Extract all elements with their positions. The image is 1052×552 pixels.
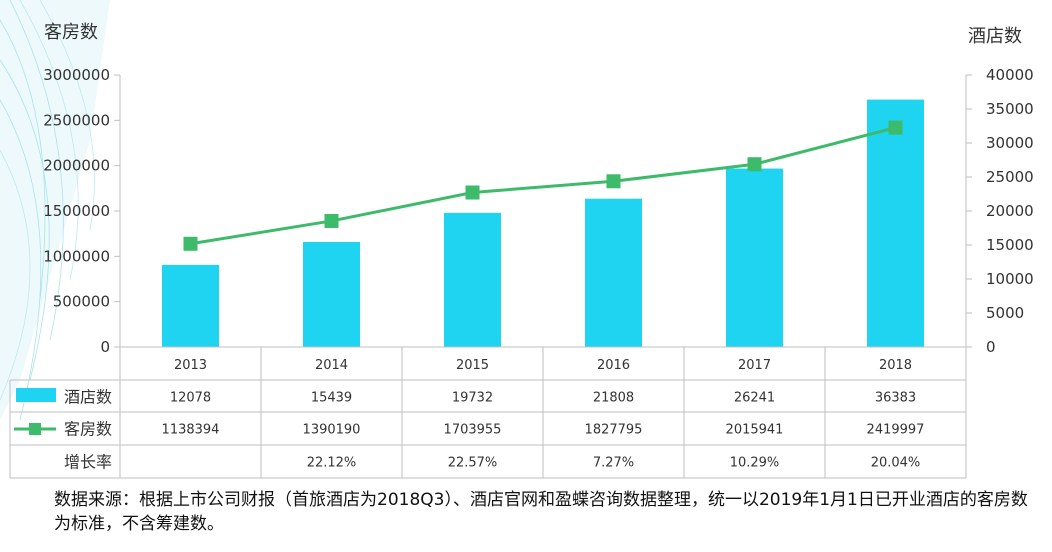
background-decoration [0,0,110,421]
table-cell: 1827795 [585,422,643,437]
table-cell: 19732 [452,390,493,405]
bar-2014 [303,242,360,347]
right-tick-label: 5000 [986,304,1024,322]
table-row-label: 客房数 [64,419,112,438]
bar-2015 [444,212,501,347]
category-label: 2014 [315,358,348,373]
line-point-2016 [606,174,621,189]
table-cell: 12078 [170,390,211,405]
table-cell: 1390190 [303,422,361,437]
category-label: 2017 [738,358,771,373]
line-point-2018 [888,120,903,135]
category-label: 2013 [174,358,207,373]
line-path [190,126,896,246]
table-cell: 36383 [875,390,916,405]
right-tick-label: 40000 [986,66,1034,84]
table-cell: 7.27% [593,455,634,470]
table-cell: 1138394 [162,422,220,437]
line-point-2013 [183,236,198,251]
chart-svg: 3000000250000020000001500000100000050000… [0,0,1034,479]
table-row-label: 增长率 [64,452,112,471]
right-tick-label: 20000 [986,202,1034,220]
legend-line-marker [29,423,41,435]
right-tick-label: 35000 [986,100,1034,118]
table-cell: 20.04% [871,455,921,470]
line-point-2017 [747,157,762,172]
line-point-2014 [324,213,339,228]
category-label: 2015 [456,358,489,373]
left-tick-label: 2500000 [43,111,110,129]
table-cell: 10.29% [730,455,780,470]
bar-2017 [726,168,783,347]
table-cell: 15439 [311,390,352,405]
bar-2018 [867,99,924,347]
left-tick-label: 0 [100,338,110,356]
table-cell: 21808 [593,390,634,405]
right-tick-label: 30000 [986,134,1034,152]
table-cell: 2015941 [726,422,784,437]
left-tick-label: 1500000 [43,202,110,220]
left-axis-title: 客房数 [44,22,98,43]
left-tick-label: 3000000 [43,66,110,84]
table-row-label: 酒店数 [64,387,112,406]
bar-2013 [162,264,219,347]
bar-series [162,99,924,347]
table-cell: 22.57% [448,455,498,470]
right-tick-label: 15000 [986,236,1034,254]
table-cell: 1703955 [444,422,502,437]
source-note: 数据来源：根据上市公司财报（首旅酒店为2018Q3）、酒店官网和盈蝶咨询数据整理… [54,490,1028,534]
right-axis-title: 酒店数 [968,26,1022,47]
right-tick-label: 25000 [986,168,1034,186]
category-label: 2016 [597,358,630,373]
axes: 3000000250000020000001500000100000050000… [43,66,1034,356]
right-tick-label: 0 [986,338,996,356]
line-series [183,120,903,251]
left-tick-label: 1000000 [43,247,110,265]
bar-2016 [585,198,642,347]
category-label: 2018 [879,358,912,373]
table-cell: 2419997 [867,422,925,437]
legend-bar-key [16,388,56,402]
table-cell: 26241 [734,390,775,405]
right-tick-label: 10000 [986,270,1034,288]
left-tick-label: 500000 [53,293,110,311]
line-point-2015 [465,185,480,200]
data-table: 2013 2014 2015 2016 2017 2018 酒店数 12078 15439 197… [9,346,967,479]
left-tick-label: 2000000 [43,157,110,175]
table-cell: 22.12% [307,455,357,470]
